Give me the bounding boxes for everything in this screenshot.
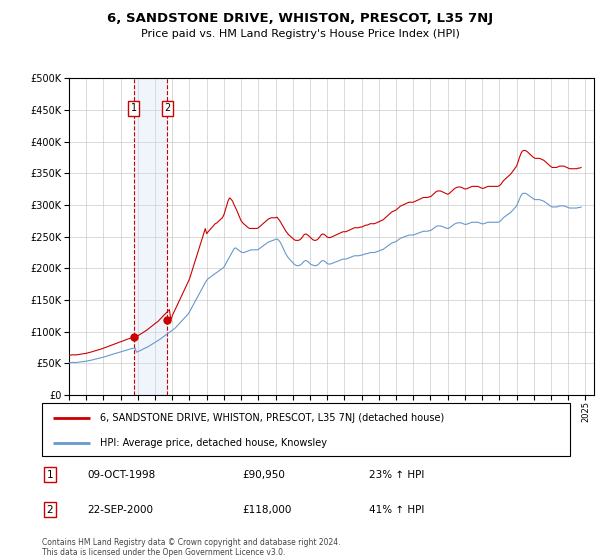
Text: 41% ↑ HPI: 41% ↑ HPI — [370, 505, 425, 515]
Text: HPI: Average price, detached house, Knowsley: HPI: Average price, detached house, Know… — [100, 437, 327, 447]
Text: 23% ↑ HPI: 23% ↑ HPI — [370, 470, 425, 479]
Text: 22-SEP-2000: 22-SEP-2000 — [87, 505, 153, 515]
Text: Contains HM Land Registry data © Crown copyright and database right 2024.
This d: Contains HM Land Registry data © Crown c… — [42, 538, 341, 557]
Text: 6, SANDSTONE DRIVE, WHISTON, PRESCOT, L35 7NJ (detached house): 6, SANDSTONE DRIVE, WHISTON, PRESCOT, L3… — [100, 413, 445, 423]
Text: 1: 1 — [47, 470, 53, 479]
Text: 2: 2 — [47, 505, 53, 515]
Text: £118,000: £118,000 — [242, 505, 292, 515]
Text: £90,950: £90,950 — [242, 470, 286, 479]
Text: 09-OCT-1998: 09-OCT-1998 — [87, 470, 155, 479]
Bar — [134, 78, 167, 395]
Text: 2: 2 — [164, 103, 170, 113]
Text: 6, SANDSTONE DRIVE, WHISTON, PRESCOT, L35 7NJ: 6, SANDSTONE DRIVE, WHISTON, PRESCOT, L3… — [107, 12, 493, 25]
Text: Price paid vs. HM Land Registry's House Price Index (HPI): Price paid vs. HM Land Registry's House … — [140, 29, 460, 39]
Text: 1: 1 — [131, 103, 137, 113]
